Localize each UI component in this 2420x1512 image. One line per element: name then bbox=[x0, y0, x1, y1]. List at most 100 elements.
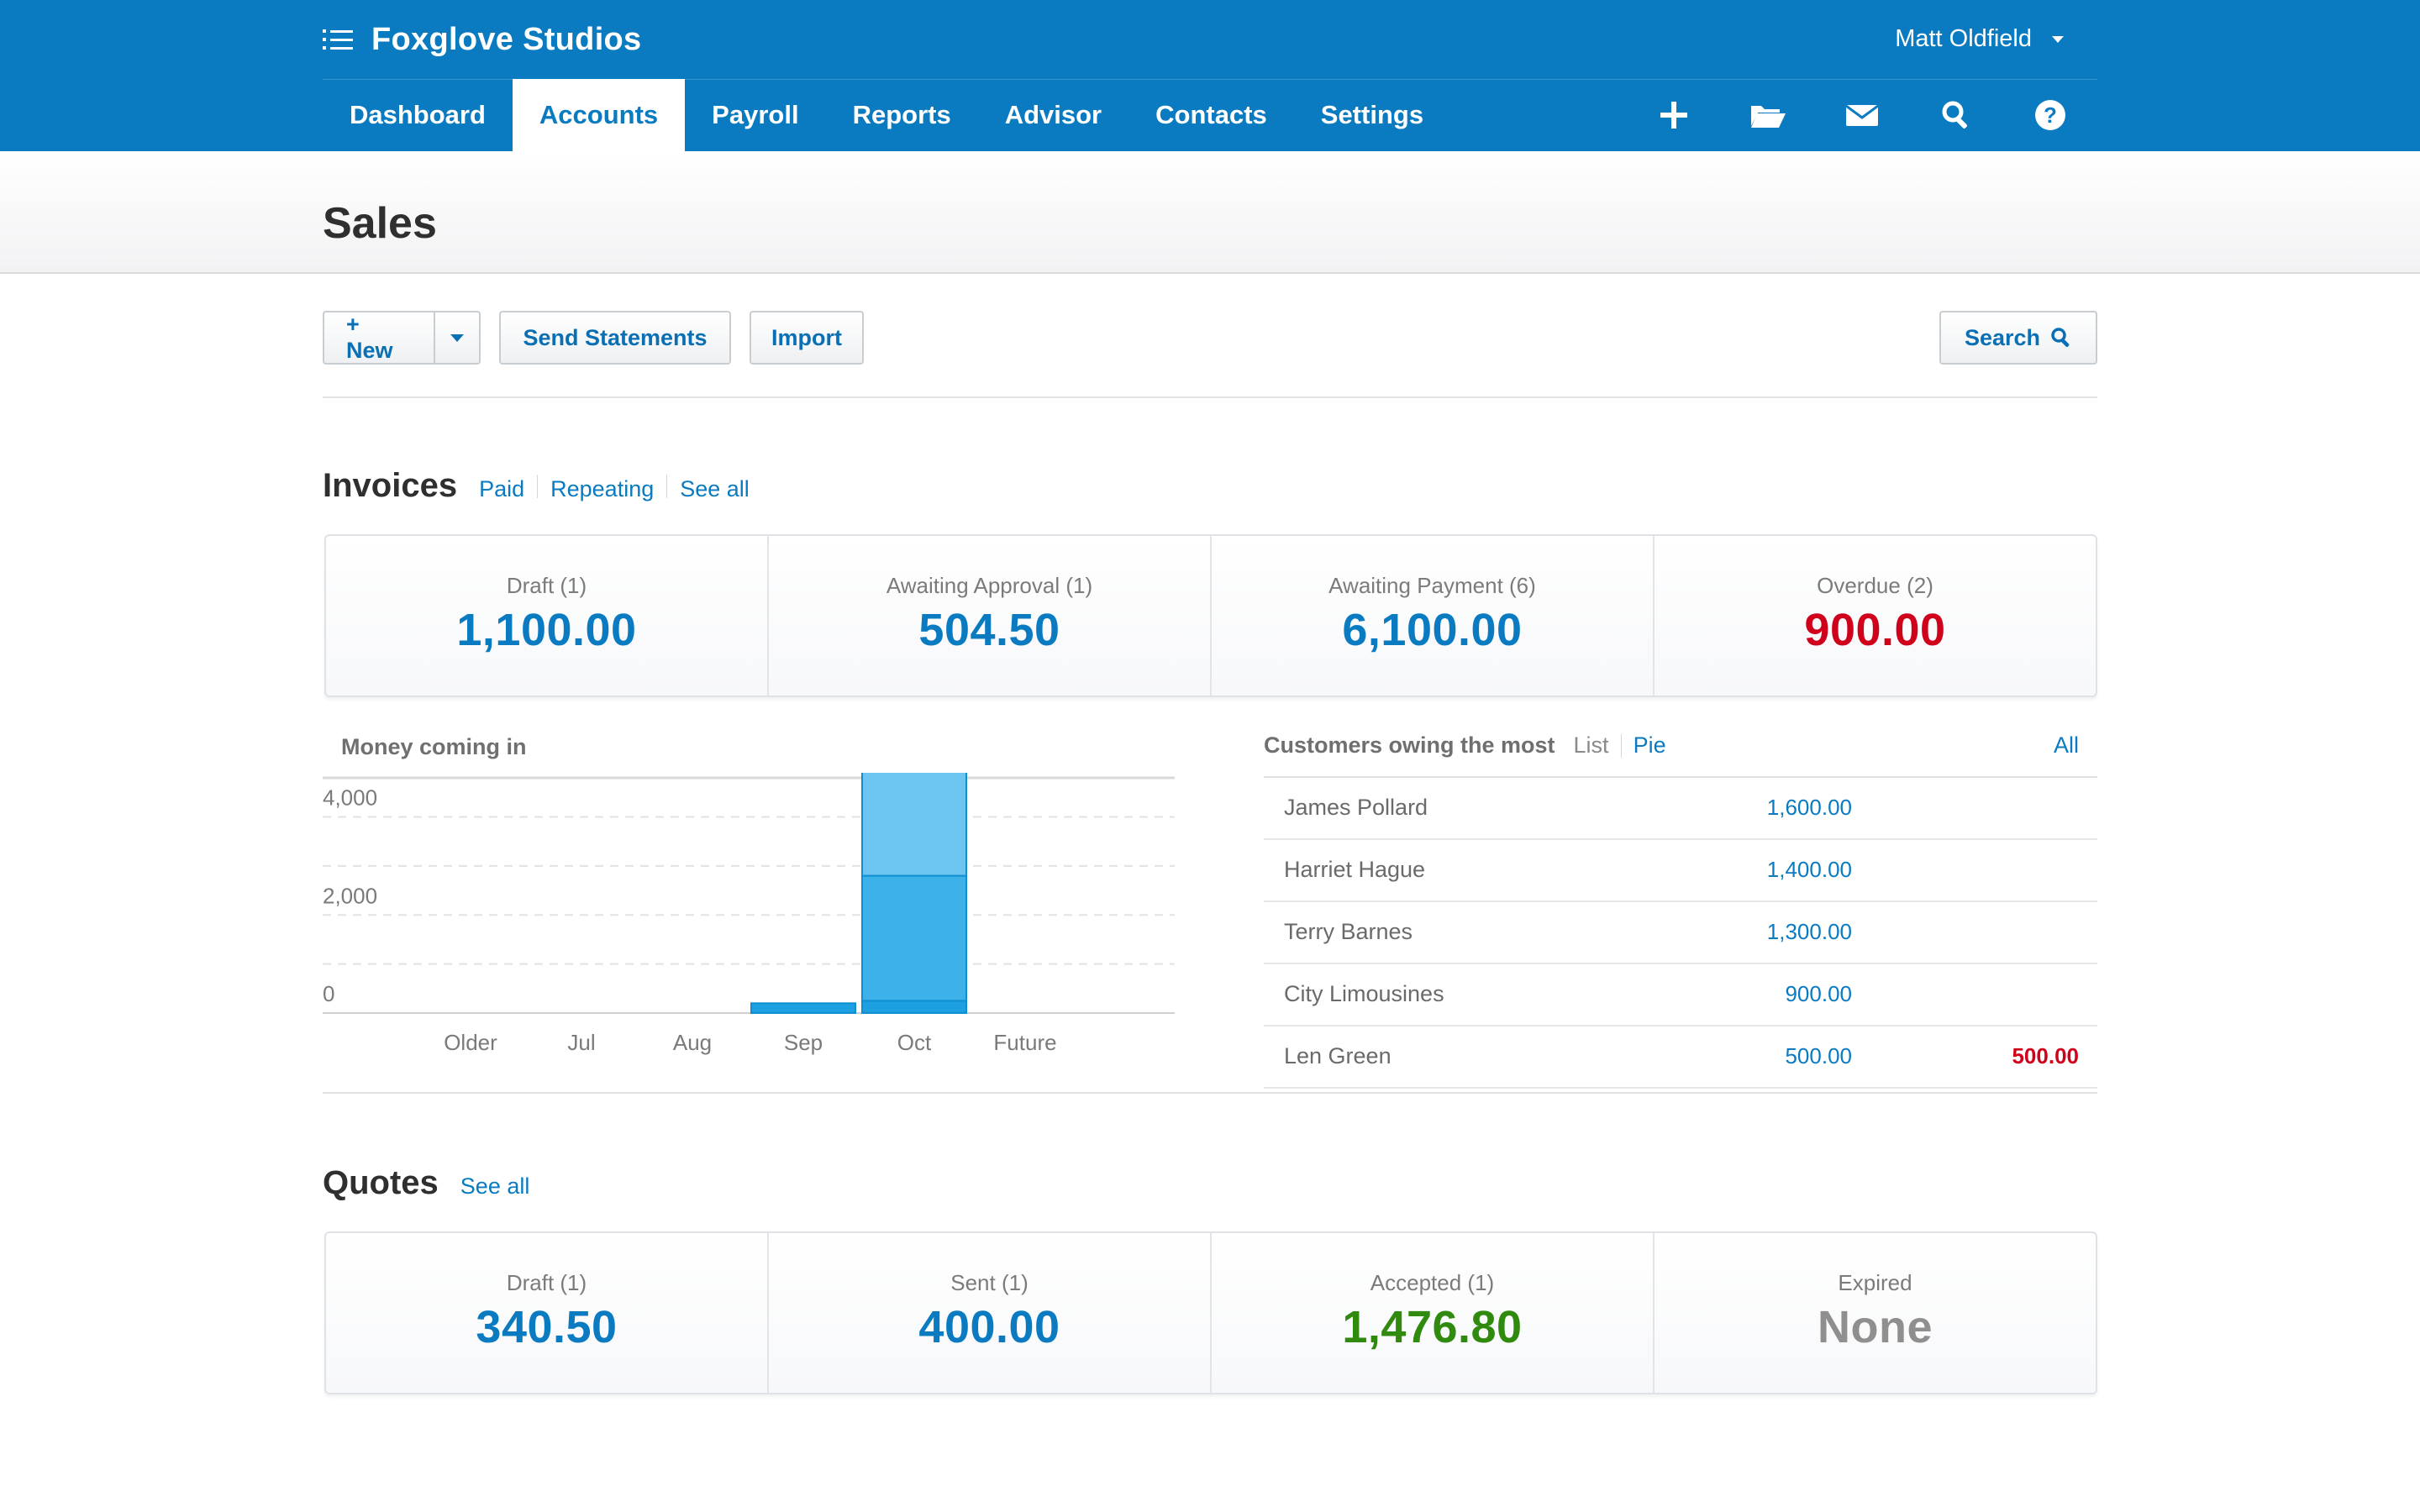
header-tools: ? bbox=[1627, 79, 2097, 151]
x-tick-label: Sep bbox=[784, 1030, 823, 1055]
stat-value: 340.50 bbox=[476, 1302, 618, 1352]
menu-list-icon bbox=[323, 29, 353, 50]
customer-amount: 500.00 bbox=[1785, 1043, 1852, 1068]
y-tick-label: 0 bbox=[323, 981, 334, 1006]
main-nav: Dashboard Accounts Payroll Reports Advis… bbox=[323, 79, 1450, 151]
stat-label: Expired bbox=[1838, 1270, 1912, 1295]
x-tick-label: Future bbox=[993, 1030, 1056, 1055]
customer-overdue: 500.00 bbox=[2012, 1043, 2079, 1068]
quote-accepted-stat[interactable]: Accepted (1) 1,476.80 bbox=[1212, 1233, 1655, 1393]
page-header: Sales bbox=[0, 151, 2420, 274]
link-separator bbox=[666, 474, 668, 498]
tab-accounts[interactable]: Accounts bbox=[512, 79, 686, 151]
bar-segment-oct bbox=[861, 1000, 967, 1015]
customers-table: James Pollard 1,600.00 Harriet Hague 1,4… bbox=[1264, 776, 2097, 1089]
invoice-awaiting-payment-stat[interactable]: Awaiting Payment (6) 6,100.00 bbox=[1212, 536, 1655, 696]
stat-label: Awaiting Payment (6) bbox=[1328, 573, 1536, 598]
top-navigation-bar: Foxglove Studios Matt Oldfield Dashboard… bbox=[0, 0, 2420, 151]
quotes-see-all-link[interactable]: See all bbox=[460, 1173, 530, 1199]
new-button[interactable]: + New bbox=[346, 312, 393, 363]
tab-reports[interactable]: Reports bbox=[852, 100, 951, 129]
bar-segment-oct bbox=[861, 874, 967, 1002]
x-tick-label: Jul bbox=[567, 1030, 595, 1055]
envelope-icon bbox=[1845, 104, 1879, 126]
bar-segment-oct bbox=[861, 773, 967, 877]
tab-settings[interactable]: Settings bbox=[1320, 100, 1424, 129]
files-button[interactable] bbox=[1721, 79, 1815, 151]
customer-amount: 1,300.00 bbox=[1766, 919, 1852, 944]
stat-label: Awaiting Approval (1) bbox=[886, 573, 1093, 598]
customer-amount: 1,600.00 bbox=[1766, 795, 1852, 820]
header-divider bbox=[323, 79, 2097, 80]
quotes-heading-row: Quotes See all bbox=[323, 1164, 529, 1202]
stat-label: Overdue (2) bbox=[1817, 573, 1933, 598]
org-switcher[interactable]: Foxglove Studios bbox=[323, 18, 642, 60]
plus-icon bbox=[1660, 102, 1687, 129]
y-tick-label: 2,000 bbox=[323, 883, 377, 908]
customers-all-link[interactable]: All bbox=[2053, 732, 2079, 758]
stat-value: 6,100.00 bbox=[1342, 605, 1523, 655]
global-search-button[interactable] bbox=[1909, 79, 2003, 151]
customers-heading-row: Customers owing the most List Pie All bbox=[1264, 732, 2097, 759]
customer-amount: 1,400.00 bbox=[1766, 857, 1852, 882]
stat-label: Sent (1) bbox=[950, 1270, 1028, 1295]
search-icon bbox=[2051, 328, 2070, 348]
invoices-repeating-link[interactable]: Repeating bbox=[550, 476, 655, 501]
chevron-down-icon bbox=[2052, 35, 2064, 43]
add-new-button[interactable] bbox=[1627, 79, 1721, 151]
invoice-draft-stat[interactable]: Draft (1) 1,100.00 bbox=[326, 536, 769, 696]
customer-row[interactable]: James Pollard 1,600.00 bbox=[1264, 778, 2097, 840]
org-name: Foxglove Studios bbox=[371, 21, 642, 57]
customer-name: Terry Barnes bbox=[1284, 919, 1413, 944]
link-separator bbox=[1620, 733, 1622, 758]
customer-name: City Limousines bbox=[1284, 981, 1444, 1006]
tab-advisor[interactable]: Advisor bbox=[1004, 100, 1102, 129]
page-title: Sales bbox=[323, 199, 437, 248]
tab-dashboard[interactable]: Dashboard bbox=[350, 100, 486, 129]
send-statements-button[interactable]: Send Statements bbox=[499, 311, 731, 365]
invoices-see-all-link[interactable]: See all bbox=[680, 476, 750, 501]
customer-row[interactable]: Harriet Hague 1,400.00 bbox=[1264, 840, 2097, 902]
customer-row[interactable]: City Limousines 900.00 bbox=[1264, 964, 2097, 1026]
folder-icon bbox=[1751, 106, 1786, 128]
invoice-awaiting-approval-stat[interactable]: Awaiting Approval (1) 504.50 bbox=[769, 536, 1212, 696]
messages-button[interactable] bbox=[1815, 79, 1909, 151]
quote-sent-stat[interactable]: Sent (1) 400.00 bbox=[769, 1233, 1212, 1393]
customer-name: Len Green bbox=[1284, 1043, 1392, 1068]
invoices-heading: Invoices bbox=[323, 467, 458, 504]
bar-segment-sep bbox=[750, 1002, 856, 1015]
stat-value: 1,100.00 bbox=[456, 605, 637, 655]
x-tick-label: Oct bbox=[897, 1030, 932, 1055]
stat-value: 504.50 bbox=[918, 605, 1060, 655]
stat-value: 1,476.80 bbox=[1342, 1302, 1523, 1352]
stat-value: 900.00 bbox=[1804, 605, 1946, 655]
tab-contacts[interactable]: Contacts bbox=[1155, 100, 1267, 129]
stat-label: Draft (1) bbox=[506, 1270, 587, 1295]
help-icon: ? bbox=[2035, 100, 2065, 130]
help-button[interactable]: ? bbox=[2003, 79, 2097, 151]
quote-summary: Draft (1) 340.50 Sent (1) 400.00 Accepte… bbox=[324, 1231, 2097, 1394]
quote-expired-stat[interactable]: Expired None bbox=[1655, 1233, 2096, 1393]
invoices-paid-link[interactable]: Paid bbox=[479, 476, 525, 501]
new-dropdown-button[interactable] bbox=[434, 312, 479, 363]
customers-list-toggle[interactable]: List bbox=[1573, 732, 1609, 758]
new-button-group: + New bbox=[323, 311, 481, 365]
tab-payroll[interactable]: Payroll bbox=[712, 100, 799, 129]
customer-row[interactable]: Terry Barnes 1,300.00 bbox=[1264, 902, 2097, 964]
quote-draft-stat[interactable]: Draft (1) 340.50 bbox=[326, 1233, 769, 1393]
import-button[interactable]: Import bbox=[750, 311, 864, 365]
search-button[interactable]: Search bbox=[1939, 311, 2097, 365]
quotes-heading: Quotes bbox=[323, 1164, 439, 1201]
search-icon bbox=[1942, 101, 1967, 129]
stat-value: None bbox=[1818, 1302, 1933, 1352]
invoice-summary: Draft (1) 1,100.00 Awaiting Approval (1)… bbox=[324, 534, 2097, 697]
toolbar-divider bbox=[323, 396, 2097, 398]
customers-pie-toggle[interactable]: Pie bbox=[1633, 732, 1666, 758]
user-menu[interactable]: Matt Oldfield bbox=[1895, 25, 2064, 53]
invoice-overdue-stat[interactable]: Overdue (2) 900.00 bbox=[1655, 536, 2096, 696]
customer-row[interactable]: Len Green 500.00 500.00 bbox=[1264, 1026, 2097, 1089]
y-tick-label: 4,000 bbox=[323, 785, 377, 811]
customers-title: Customers owing the most bbox=[1264, 732, 1555, 758]
search-button-label: Search bbox=[1964, 324, 2041, 350]
money-coming-in-chart: 4,000 2,000 0 Older Jul Aug Sep Oct Future bbox=[323, 773, 1175, 1055]
